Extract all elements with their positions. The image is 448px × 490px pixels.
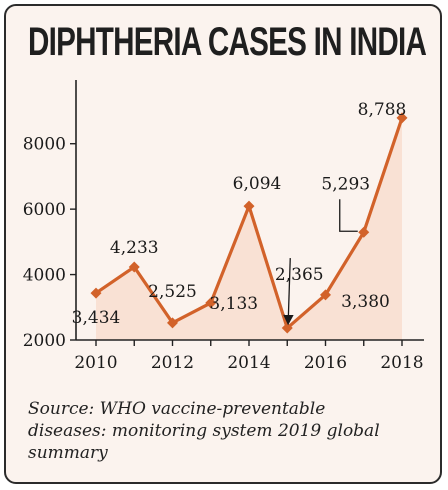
data-point [358,226,370,238]
data-point [128,261,140,273]
data-label: 2,525 [148,282,197,302]
x-tick-label: 2014 [227,353,270,373]
data-point [167,317,178,329]
x-tick-label: 2018 [380,353,423,373]
data-point [320,289,331,301]
data-point [396,112,408,124]
data-label: 3,380 [341,292,390,312]
source-note: Source: WHO vaccine-preventable diseases… [28,399,380,463]
data-point [205,297,217,309]
area-fill [96,117,402,340]
data-label: 2,365 [275,265,324,285]
data-label: 8,788 [358,100,407,120]
y-tick-label: 4000 [23,266,66,286]
data-label: 5,293 [321,174,370,194]
data-label: 4,233 [110,238,159,258]
x-tick-label: 2012 [151,353,194,373]
y-tick-label: 6000 [23,200,66,220]
data-point [281,322,293,334]
x-tick-label: 2016 [304,353,347,373]
label-leader-2015 [283,258,294,326]
data-point [90,287,102,299]
data-label: 3,133 [209,294,258,314]
data-point [243,200,255,212]
chart-title: DIPHTHERIA CASES IN INDIA [28,20,427,64]
y-tick-label: 8000 [23,135,66,155]
data-label: 6,094 [233,174,282,194]
y-tick-label: 2000 [23,331,66,351]
x-tick-label: 2010 [74,353,117,373]
label-leader-2017 [339,199,358,232]
data-label: 3,434 [72,308,121,328]
